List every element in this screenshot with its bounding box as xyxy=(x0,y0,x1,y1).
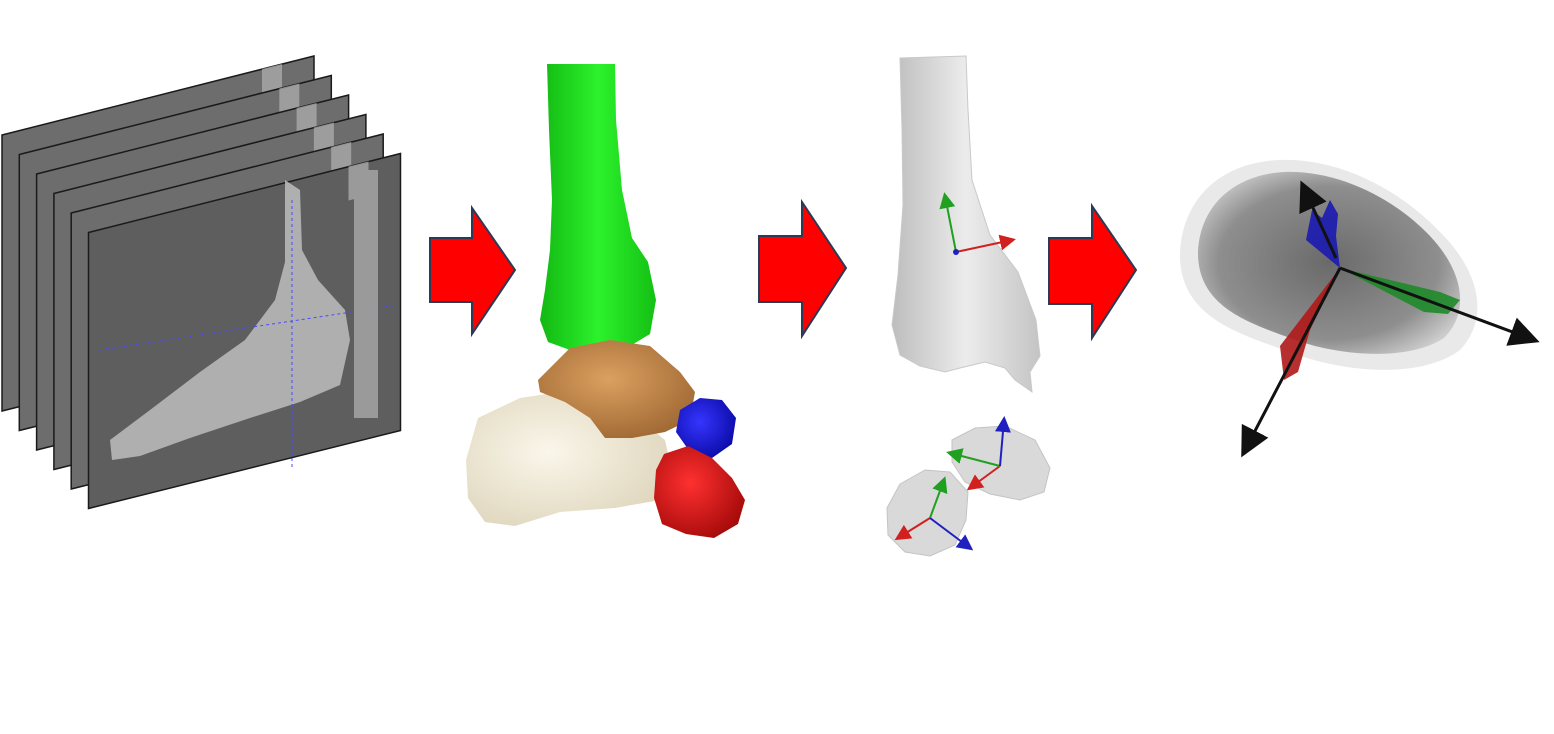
tibia-axis-frame xyxy=(939,192,1016,255)
navicular-bone xyxy=(676,398,736,458)
principal-axes-view xyxy=(1180,159,1540,458)
ct-crosshair-h xyxy=(99,304,399,351)
bone-coordinate-systems xyxy=(886,55,1051,557)
tibia-gray-model xyxy=(891,55,1041,394)
bone-blob xyxy=(1198,171,1461,354)
cuboid-bone xyxy=(654,446,745,538)
ct-foot-image xyxy=(110,180,350,460)
process-arrow-2 xyxy=(758,198,848,340)
process-arrow-3 xyxy=(1048,202,1138,342)
talus-axis-frame xyxy=(946,416,1011,491)
calcaneus-gray-model xyxy=(886,469,969,557)
axis-black-up xyxy=(1299,180,1338,259)
tibia-bone xyxy=(540,64,656,350)
axis-black-down xyxy=(1241,267,1342,458)
axis-black-right xyxy=(1339,266,1540,346)
process-arrow-1 xyxy=(429,204,517,338)
ct-scan-stack xyxy=(1,55,402,510)
calcaneus-axis-frame xyxy=(894,476,974,551)
process-arrows xyxy=(429,198,1138,342)
principal-axes xyxy=(1241,180,1540,458)
segmented-ankle-model xyxy=(466,64,745,538)
talus-bone xyxy=(538,340,695,438)
ct-side-strip xyxy=(354,170,378,418)
